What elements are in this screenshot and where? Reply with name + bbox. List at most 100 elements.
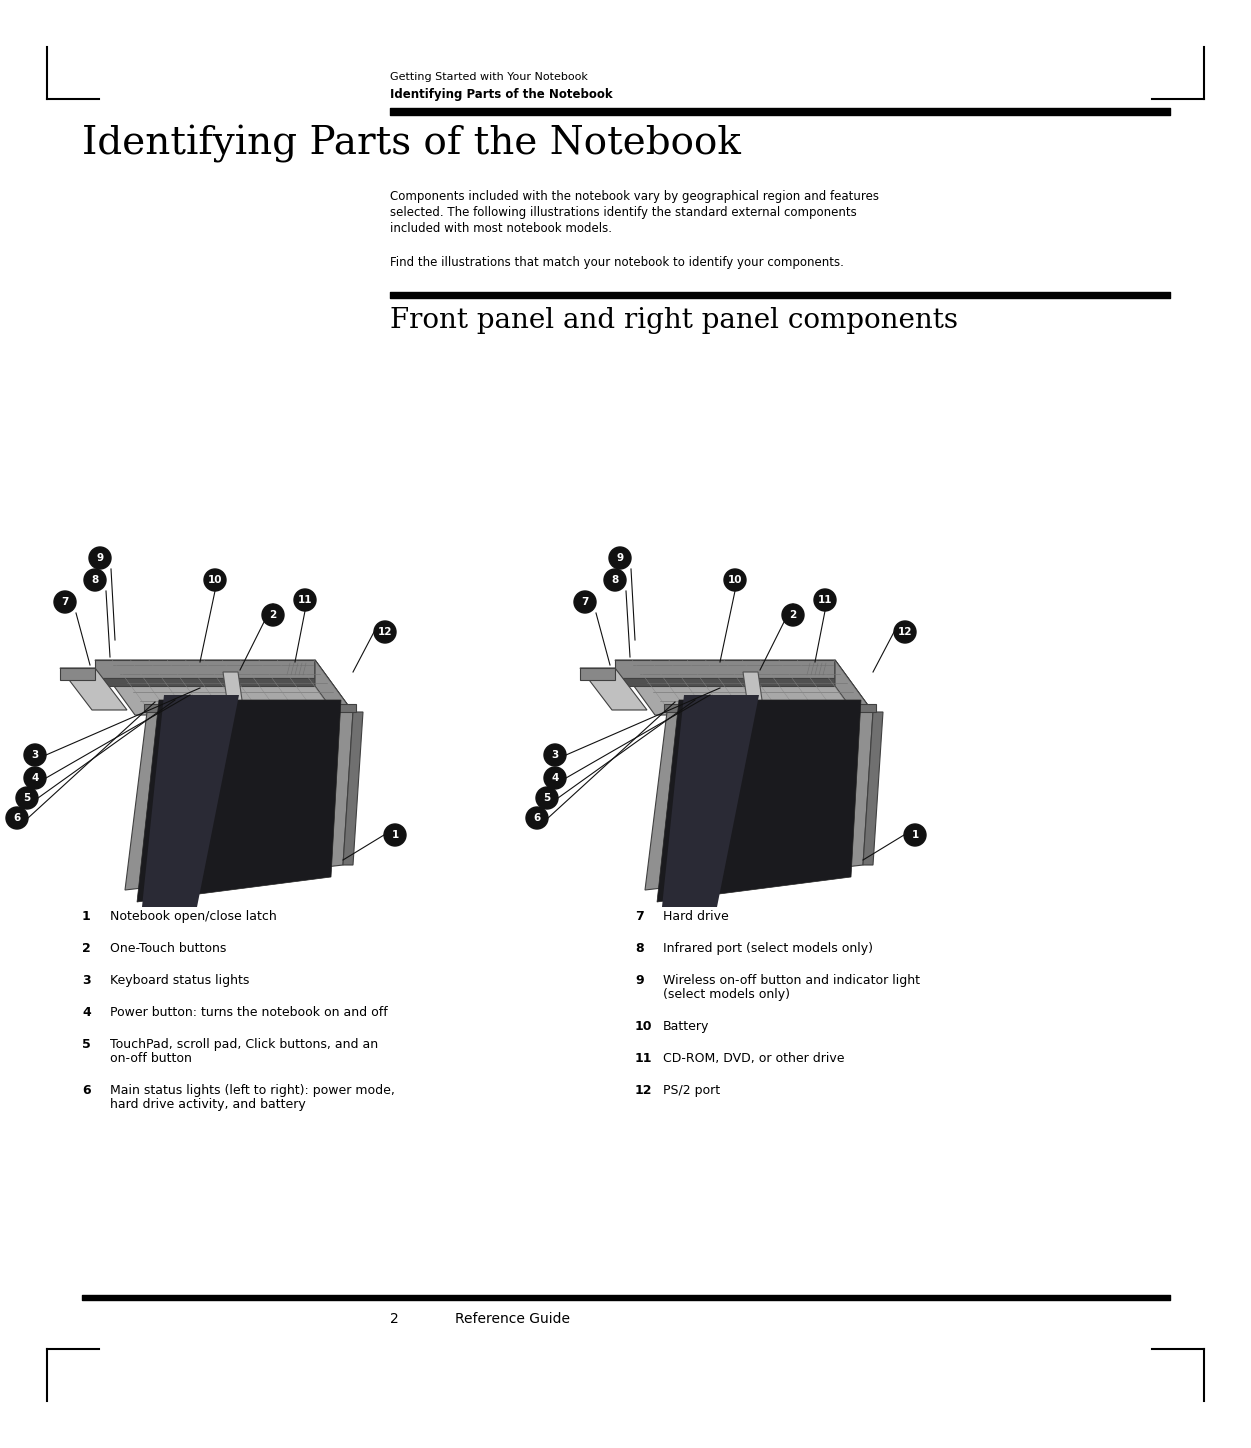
Circle shape xyxy=(84,569,106,591)
Text: 10: 10 xyxy=(636,1019,653,1032)
Polygon shape xyxy=(144,704,357,712)
Text: on-off button: on-off button xyxy=(110,1053,191,1064)
Text: PS/2 port: PS/2 port xyxy=(663,1085,721,1098)
Text: 4: 4 xyxy=(552,773,559,783)
Text: 6: 6 xyxy=(83,1085,90,1098)
Text: TouchPad, scroll pad, Click buttons, and an: TouchPad, scroll pad, Click buttons, and… xyxy=(110,1038,378,1051)
Text: hard drive activity, and battery: hard drive activity, and battery xyxy=(110,1098,305,1111)
Polygon shape xyxy=(657,699,861,902)
Circle shape xyxy=(261,604,284,626)
Polygon shape xyxy=(95,678,315,686)
Text: Identifying Parts of the Notebook: Identifying Parts of the Notebook xyxy=(83,125,741,164)
Text: 7: 7 xyxy=(61,597,69,607)
Polygon shape xyxy=(223,672,243,707)
Polygon shape xyxy=(60,668,95,681)
Text: included with most notebook models.: included with most notebook models. xyxy=(390,222,612,235)
Text: 1: 1 xyxy=(83,909,91,922)
Circle shape xyxy=(904,824,926,846)
Circle shape xyxy=(24,767,46,789)
Polygon shape xyxy=(664,704,876,712)
Text: 2: 2 xyxy=(269,610,276,620)
Text: Reference Guide: Reference Guide xyxy=(455,1312,570,1326)
Circle shape xyxy=(384,824,407,846)
Text: selected. The following illustrations identify the standard external components: selected. The following illustrations id… xyxy=(390,206,857,219)
Polygon shape xyxy=(315,660,355,733)
Text: 5: 5 xyxy=(83,1038,91,1051)
Text: 9: 9 xyxy=(617,553,623,563)
Polygon shape xyxy=(95,660,315,678)
Circle shape xyxy=(604,569,626,591)
Text: Wireless on-off button and indicator light: Wireless on-off button and indicator lig… xyxy=(663,975,919,988)
Text: 6: 6 xyxy=(533,812,540,822)
Text: 9: 9 xyxy=(636,975,643,988)
Text: 9: 9 xyxy=(96,553,104,563)
Polygon shape xyxy=(834,660,874,733)
Text: Battery: Battery xyxy=(663,1019,709,1032)
Text: 3: 3 xyxy=(83,975,90,988)
Polygon shape xyxy=(743,672,763,707)
Circle shape xyxy=(894,621,916,643)
Polygon shape xyxy=(95,660,355,715)
Text: 1: 1 xyxy=(392,830,399,840)
Text: 12: 12 xyxy=(898,627,912,637)
Circle shape xyxy=(574,591,595,613)
Polygon shape xyxy=(315,660,355,741)
Polygon shape xyxy=(580,668,647,710)
Polygon shape xyxy=(615,660,834,678)
Circle shape xyxy=(535,788,558,809)
Polygon shape xyxy=(143,695,239,906)
Text: 3: 3 xyxy=(31,750,39,760)
Polygon shape xyxy=(343,712,363,864)
Text: Getting Started with Your Notebook: Getting Started with Your Notebook xyxy=(390,72,588,83)
Text: 11: 11 xyxy=(298,595,313,605)
Text: 2: 2 xyxy=(789,610,797,620)
Text: Keyboard status lights: Keyboard status lights xyxy=(110,975,249,988)
Text: 10: 10 xyxy=(208,575,223,585)
Text: 11: 11 xyxy=(818,595,832,605)
Circle shape xyxy=(54,591,76,613)
Text: 2: 2 xyxy=(390,1312,399,1326)
Text: One-Touch buttons: One-Touch buttons xyxy=(110,943,226,956)
Text: Front panel and right panel components: Front panel and right panel components xyxy=(390,307,958,334)
Circle shape xyxy=(544,744,565,766)
Circle shape xyxy=(609,547,631,569)
Text: CD-ROM, DVD, or other drive: CD-ROM, DVD, or other drive xyxy=(663,1053,844,1064)
Circle shape xyxy=(544,767,565,789)
Circle shape xyxy=(6,807,28,830)
Text: 8: 8 xyxy=(91,575,99,585)
Text: Power button: turns the notebook on and off: Power button: turns the notebook on and … xyxy=(110,1006,388,1019)
Text: 5: 5 xyxy=(543,794,550,804)
Text: Identifying Parts of the Notebook: Identifying Parts of the Notebook xyxy=(390,88,613,101)
Polygon shape xyxy=(580,668,615,681)
Text: 4: 4 xyxy=(31,773,39,783)
Text: Infrared port (select models only): Infrared port (select models only) xyxy=(663,943,873,956)
Text: 6: 6 xyxy=(14,812,20,822)
Text: 8: 8 xyxy=(612,575,619,585)
Polygon shape xyxy=(662,695,759,906)
Circle shape xyxy=(89,547,111,569)
Text: Notebook open/close latch: Notebook open/close latch xyxy=(110,909,276,922)
Text: 7: 7 xyxy=(582,597,589,607)
Text: 1: 1 xyxy=(912,830,918,840)
Polygon shape xyxy=(615,660,874,715)
Circle shape xyxy=(724,569,746,591)
Circle shape xyxy=(374,621,397,643)
Circle shape xyxy=(294,589,317,611)
Text: 12: 12 xyxy=(378,627,393,637)
Polygon shape xyxy=(138,699,342,902)
Polygon shape xyxy=(125,712,353,891)
Circle shape xyxy=(16,788,38,809)
Text: Main status lights (left to right): power mode,: Main status lights (left to right): powe… xyxy=(110,1085,395,1098)
Text: Components included with the notebook vary by geographical region and features: Components included with the notebook va… xyxy=(390,190,879,203)
Circle shape xyxy=(24,744,46,766)
Polygon shape xyxy=(615,678,834,686)
Text: 10: 10 xyxy=(728,575,742,585)
Text: Find the illustrations that match your notebook to identify your components.: Find the illustrations that match your n… xyxy=(390,256,844,269)
Text: (select models only): (select models only) xyxy=(663,988,789,1001)
Circle shape xyxy=(814,589,836,611)
Circle shape xyxy=(782,604,804,626)
Polygon shape xyxy=(646,712,873,891)
Text: Hard drive: Hard drive xyxy=(663,909,729,922)
Text: 4: 4 xyxy=(83,1006,91,1019)
Circle shape xyxy=(204,569,226,591)
